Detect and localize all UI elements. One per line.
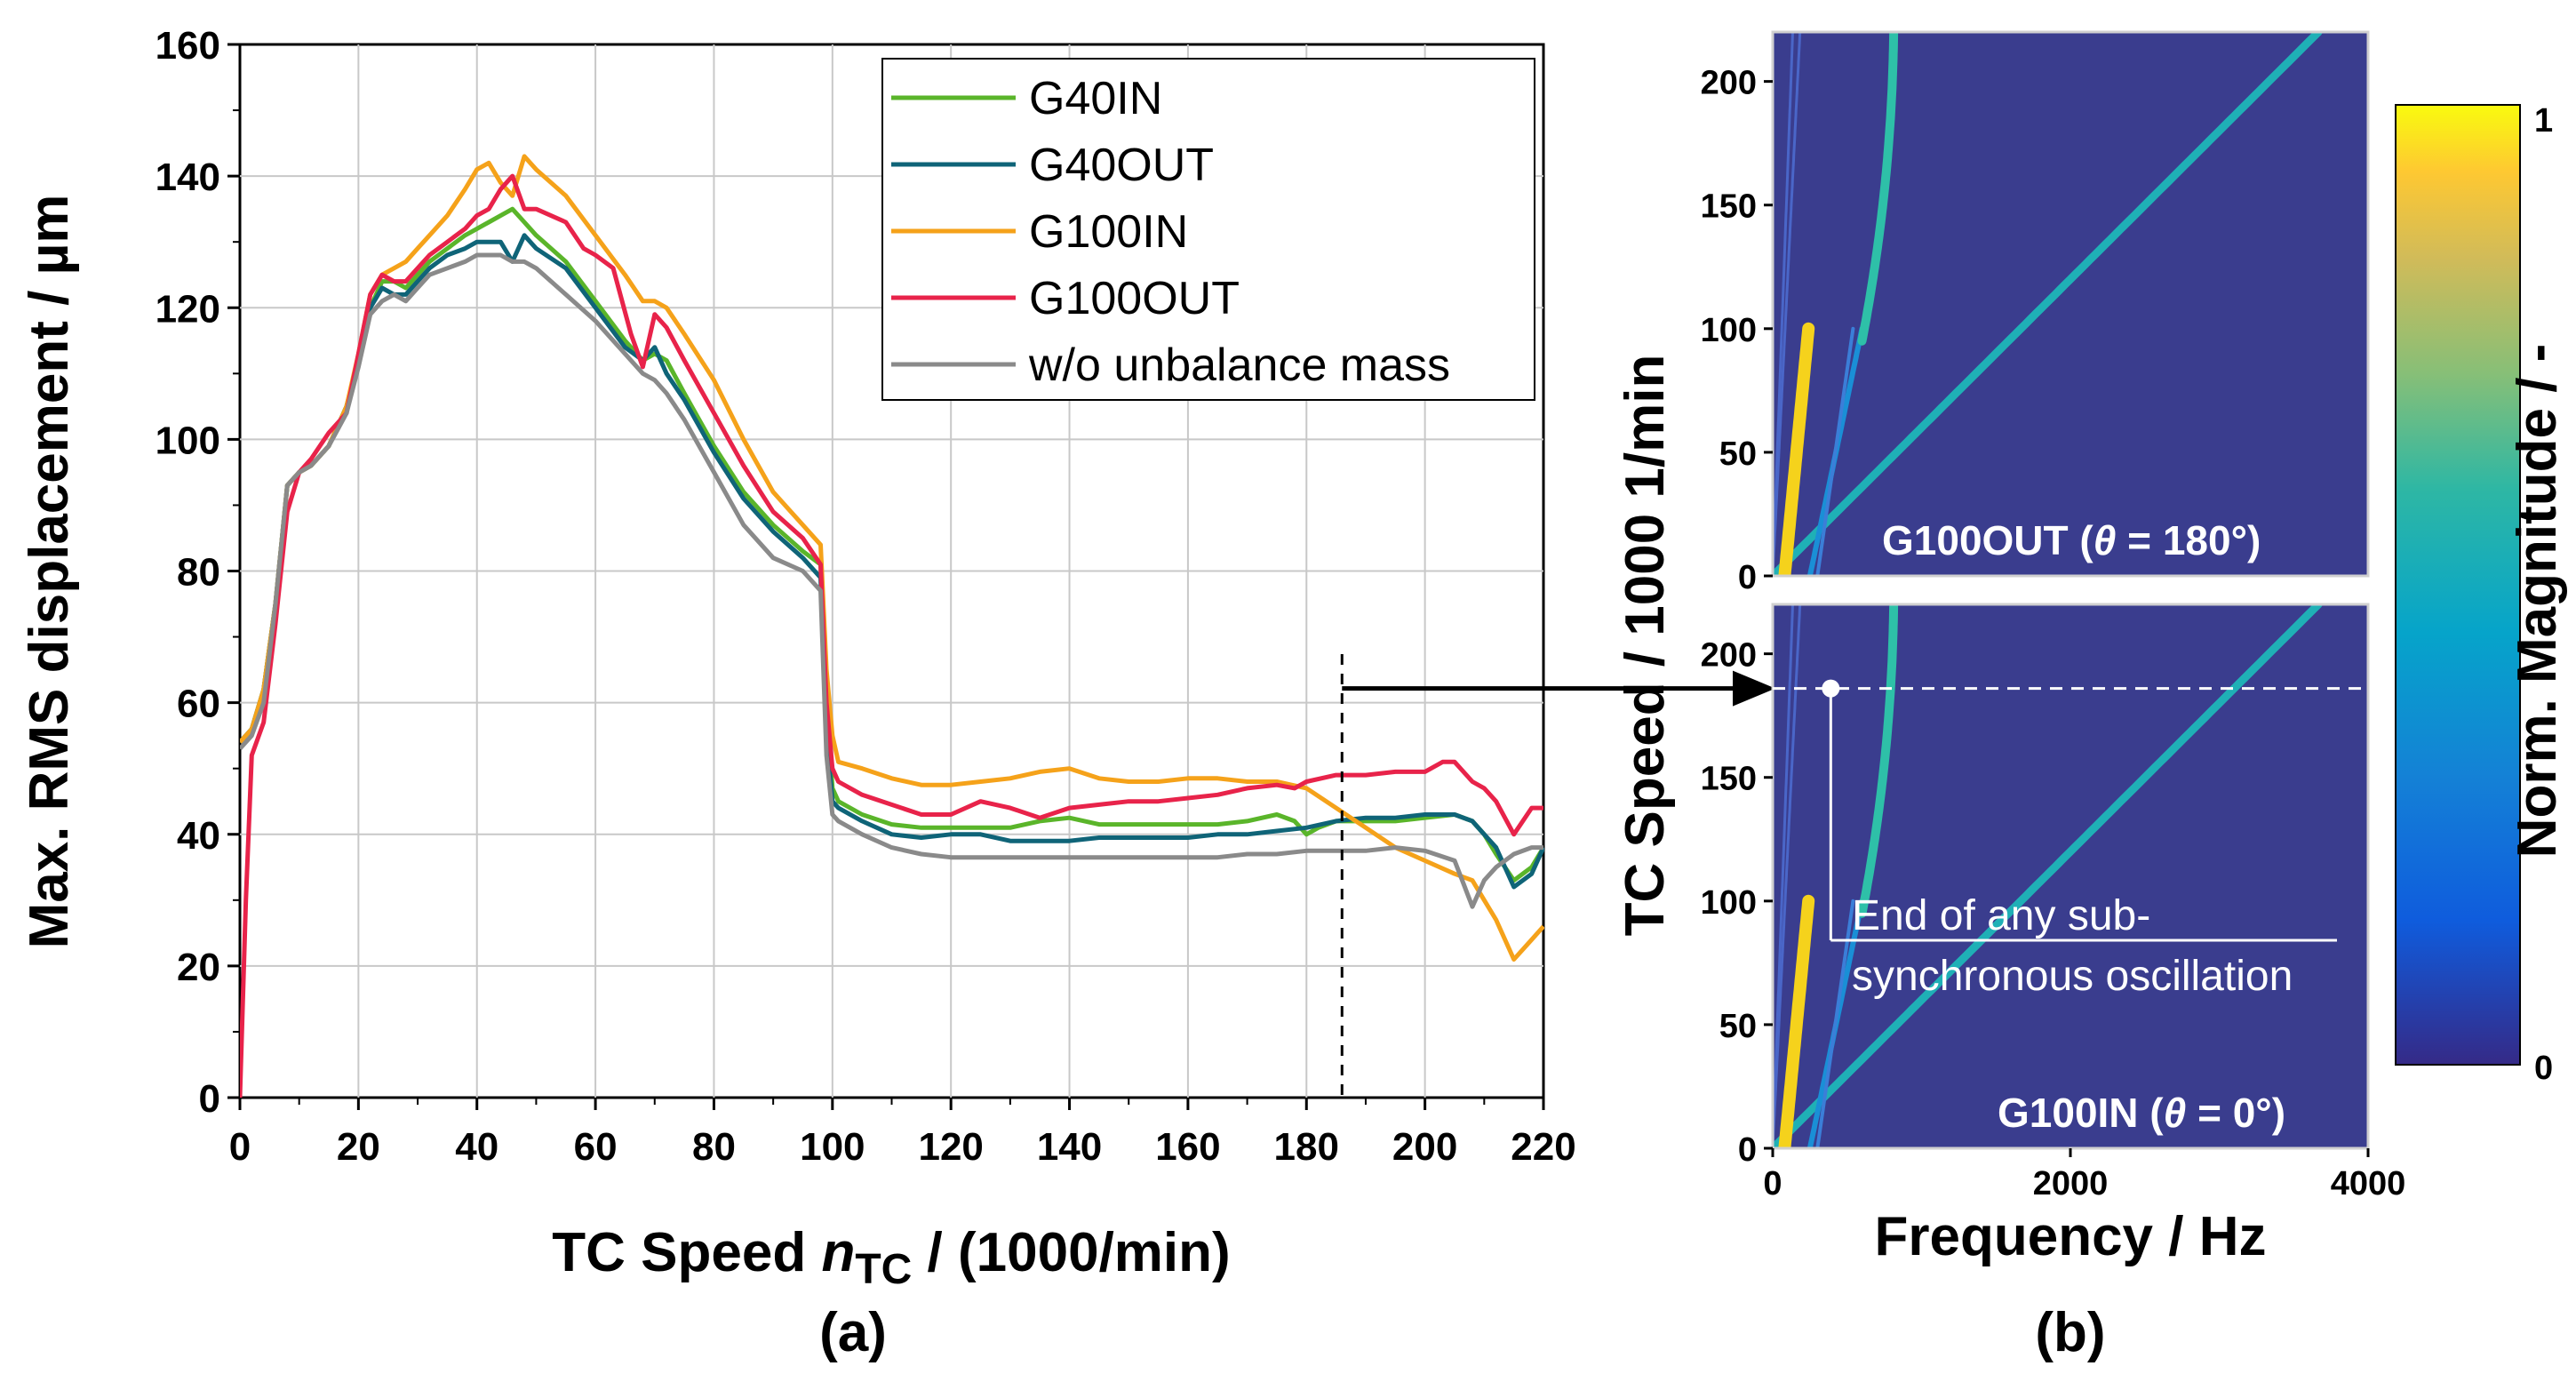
- spectrogram-top-title: G100OUT (θ = 180°): [1882, 517, 2261, 563]
- colorbar-tick-min: 0: [2534, 1050, 2553, 1087]
- y-tick-label: 160: [156, 24, 220, 68]
- y-tick-label: 100: [156, 419, 220, 462]
- colorbar: [2395, 104, 2521, 1066]
- spectrogram-x-tick-label: 4000: [2331, 1165, 2406, 1202]
- x-tick-label: 160: [1155, 1125, 1220, 1169]
- axis-ticks: 0 20 40 60 80 100 120 140 160 180 200 220 0 20 40 60 80 1…: [156, 24, 1576, 1169]
- y-tick-label: 140: [156, 156, 220, 199]
- annotation-line-1: End of any sub-: [1852, 892, 2150, 939]
- y-tick-label: 80: [177, 551, 220, 595]
- legend: G40IN G40OUT G100IN G100OUT w/o unbalance ma…: [881, 58, 1535, 401]
- series-line-w-o-unbalance-mass: [240, 252, 1543, 909]
- spectrogram-y-tick-label: 150: [1701, 761, 1757, 798]
- low-speed-ridge: [1815, 326, 1855, 576]
- spectrogram-bottom-title: G100IN (θ = 0°): [1998, 1090, 2285, 1136]
- synchronous-ridge: [1773, 32, 2323, 576]
- spectrogram-top: [1773, 32, 2368, 576]
- series-line-g40out: [240, 233, 1544, 890]
- y-tick-label: 120: [156, 287, 220, 331]
- low-speed-ridge: [1815, 899, 1855, 1148]
- arrow-head-icon: [1733, 670, 1775, 707]
- colorbar-label: Norm. Magnitude / -: [2507, 344, 2568, 859]
- whirl-ridge: [1857, 604, 1899, 918]
- colorbar-tick-max: 1: [2534, 102, 2553, 140]
- spectrogram-y-ticks: 0 50 100 150 200 0 50 100 150 200: [1701, 65, 1773, 1169]
- y-tick-label: 60: [177, 683, 220, 726]
- spectrogram-y-tick-label: 150: [1701, 188, 1757, 226]
- spectrogram-y-tick-label: 100: [1701, 312, 1757, 349]
- x-tick-label: 100: [800, 1125, 865, 1169]
- spectrogram-x-ticks: 0 2000 4000: [1763, 1148, 2405, 1202]
- spectrogram-x-axis-label: Frequency / Hz: [1875, 1206, 2267, 1267]
- y-axis-label: Max. RMS displacement / µm: [19, 195, 80, 949]
- x-tick-label: 60: [574, 1125, 618, 1169]
- whirl-ridge: [1857, 32, 1899, 346]
- spectrogram-y-tick-label: 0: [1738, 559, 1757, 596]
- spectrogram-y-tick-label: 50: [1719, 1008, 1757, 1045]
- spectrogram-y-axis-label: TC Speed / 1000 1/min: [1615, 355, 1676, 937]
- spectrogram-y-tick-label: 50: [1719, 435, 1757, 473]
- harmonic-ridge: [1773, 604, 1802, 1148]
- spectrogram-panel: G100OUT (θ = 180°) End of any sub- synch…: [1615, 30, 2568, 1363]
- synchronous-ridge: [1773, 604, 2323, 1148]
- x-tick-label: 120: [918, 1125, 983, 1169]
- series-line-g40in: [240, 206, 1544, 883]
- legend-entry: G40OUT: [1029, 140, 1214, 191]
- series-line-g100out: [240, 173, 1543, 1098]
- subsynchronous-ridge-primary: [1778, 894, 1815, 1148]
- panel-a-label: (a): [819, 1302, 887, 1363]
- subsynchronous-ridge-primary: [1778, 322, 1815, 576]
- y-tick-label: 20: [177, 946, 220, 989]
- y-tick-label: 40: [177, 814, 220, 858]
- spectrogram-y-tick-label: 200: [1701, 637, 1757, 675]
- line-chart-panel: 0 20 40 60 80 100 120 140 160 180 200 220 0 20 40 60 80 1…: [19, 24, 1576, 1363]
- annotation-line-2: synchronous oscillation: [1852, 953, 2293, 1000]
- x-tick-label: 220: [1511, 1125, 1575, 1169]
- spectrogram-y-tick-label: 200: [1701, 65, 1757, 102]
- spectrogram-bottom-background: [1773, 604, 2368, 1148]
- spectrogram-y-tick-label: 0: [1738, 1131, 1757, 1169]
- x-tick-label: 80: [692, 1125, 736, 1169]
- legend-entry: w/o unbalance mass: [1028, 340, 1450, 391]
- x-tick-label: 20: [337, 1125, 380, 1169]
- x-tick-label: 200: [1392, 1125, 1457, 1169]
- series-group: [240, 154, 1544, 1098]
- x-axis-label: TC Speed nTC / (1000/min): [552, 1222, 1230, 1293]
- harmonic-ridge: [1773, 32, 1802, 576]
- x-tick-label: 140: [1037, 1125, 1102, 1169]
- legend-entry: G40IN: [1029, 73, 1162, 124]
- spectrogram-top-background: [1773, 32, 2368, 576]
- spectrogram-x-tick-label: 0: [1763, 1165, 1782, 1202]
- panel-b-label: (b): [2035, 1302, 2105, 1363]
- x-tick-label: 180: [1274, 1125, 1339, 1169]
- spectrogram-bottom: [1773, 604, 2368, 1148]
- x-tick-label: 40: [455, 1125, 498, 1169]
- legend-entry: G100IN: [1029, 206, 1188, 258]
- y-tick-label: 0: [199, 1077, 220, 1121]
- x-tick-label: 0: [229, 1125, 251, 1169]
- connector-arrow: [1342, 670, 1775, 707]
- legend-entry: G100OUT: [1029, 273, 1240, 324]
- spectrogram-y-tick-label: 100: [1701, 884, 1757, 922]
- spectrogram-x-tick-label: 2000: [2033, 1165, 2109, 1202]
